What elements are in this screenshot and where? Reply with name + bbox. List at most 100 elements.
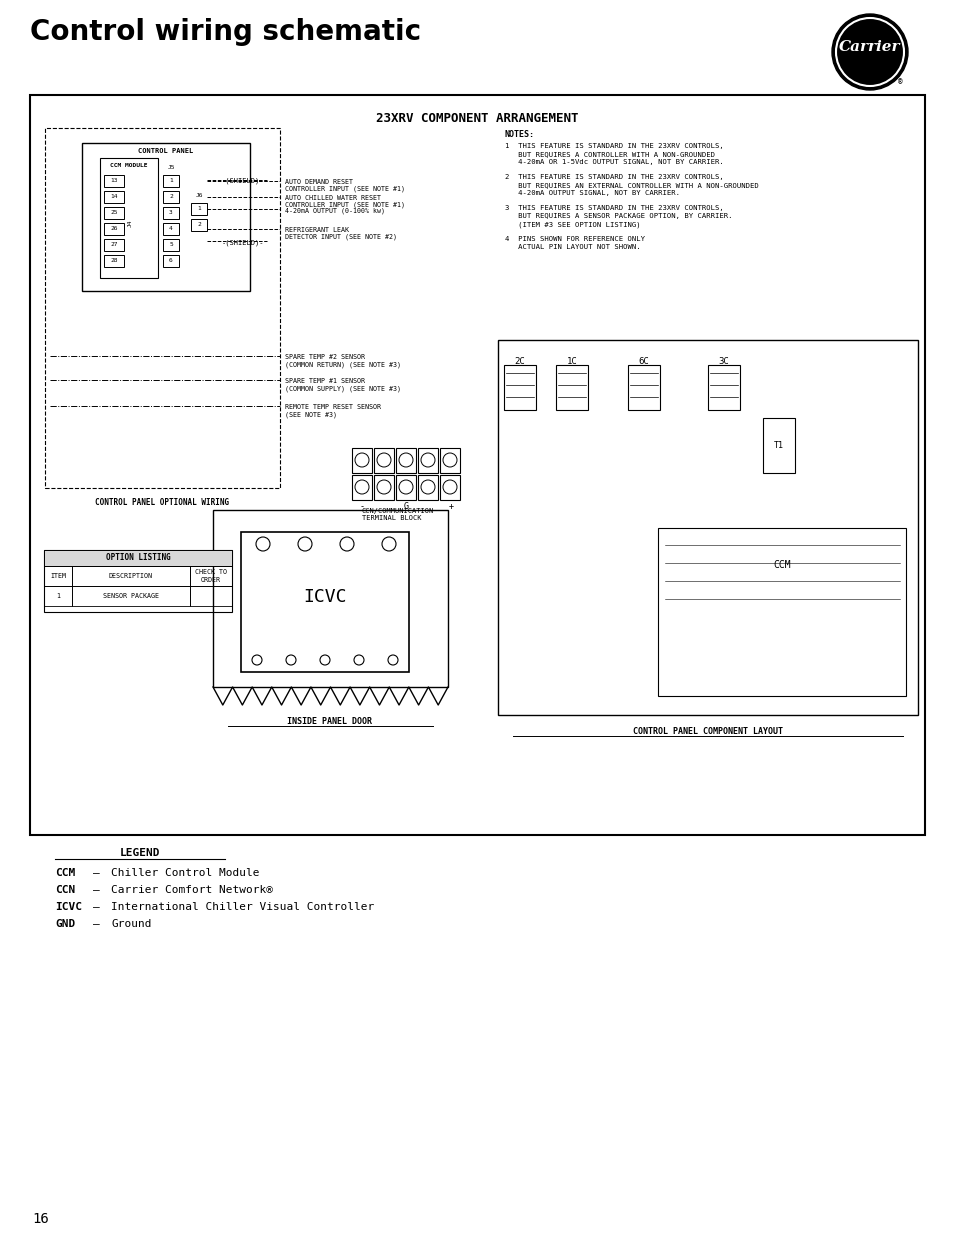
Bar xyxy=(352,448,372,473)
Bar xyxy=(241,532,409,672)
Bar xyxy=(71,585,190,606)
Bar xyxy=(374,448,394,473)
Text: —: — xyxy=(92,902,100,911)
Text: 3: 3 xyxy=(169,210,172,215)
Bar xyxy=(352,475,372,500)
Bar xyxy=(190,585,232,606)
Text: ITEM: ITEM xyxy=(50,573,66,579)
Bar xyxy=(439,448,459,473)
Text: 28: 28 xyxy=(111,258,117,263)
Bar xyxy=(213,510,448,687)
Text: Carrier: Carrier xyxy=(839,40,900,54)
Bar xyxy=(163,240,179,251)
Text: +: + xyxy=(448,501,453,511)
Bar xyxy=(44,550,232,566)
Bar xyxy=(44,585,71,606)
Text: DESCRIPTION: DESCRIPTION xyxy=(109,573,152,579)
Bar xyxy=(163,175,179,186)
Circle shape xyxy=(252,655,262,664)
Text: LEGEND: LEGEND xyxy=(120,848,160,858)
Text: CCM: CCM xyxy=(772,559,790,571)
Circle shape xyxy=(255,537,270,551)
Bar xyxy=(374,475,394,500)
Text: T1: T1 xyxy=(773,441,783,451)
Text: 23XRV COMPONENT ARRANGEMENT: 23XRV COMPONENT ARRANGEMENT xyxy=(375,112,578,125)
Text: CONTROL PANEL COMPONENT LAYOUT: CONTROL PANEL COMPONENT LAYOUT xyxy=(633,727,782,736)
Text: ICVC: ICVC xyxy=(55,902,82,911)
Bar xyxy=(163,191,179,203)
Bar xyxy=(104,254,124,267)
Text: CCN: CCN xyxy=(55,885,75,895)
Text: ®: ® xyxy=(897,78,902,86)
Text: CCN/COMMUNICATION
TERMINAL BLOCK: CCN/COMMUNICATION TERMINAL BLOCK xyxy=(361,508,434,521)
Text: 5: 5 xyxy=(169,242,172,247)
Circle shape xyxy=(831,14,907,90)
Bar xyxy=(104,175,124,186)
Text: -(SHIELD)-: -(SHIELD)- xyxy=(222,178,264,184)
Text: -: - xyxy=(359,501,364,511)
Text: CONTROL PANEL OPTIONAL WIRING: CONTROL PANEL OPTIONAL WIRING xyxy=(95,498,229,508)
Text: 4  PINS SHOWN FOR REFERENCE ONLY
   ACTUAL PIN LAYOUT NOT SHOWN.: 4 PINS SHOWN FOR REFERENCE ONLY ACTUAL P… xyxy=(504,236,644,249)
Bar xyxy=(707,366,740,410)
Text: 1  THIS FEATURE IS STANDARD IN THE 23XRV CONTROLS,
   BUT REQUIRES A CONTROLLER : 1 THIS FEATURE IS STANDARD IN THE 23XRV … xyxy=(504,143,723,165)
Circle shape xyxy=(420,480,435,494)
Text: CCM: CCM xyxy=(55,868,75,878)
Text: AUTO DEMAND RESET
CONTROLLER INPUT (SEE NOTE #1): AUTO DEMAND RESET CONTROLLER INPUT (SEE … xyxy=(285,179,405,193)
Text: INSIDE PANEL DOOR: INSIDE PANEL DOOR xyxy=(287,718,372,726)
Circle shape xyxy=(376,453,391,467)
Bar xyxy=(163,254,179,267)
Bar xyxy=(45,128,280,488)
Bar xyxy=(395,475,416,500)
Bar xyxy=(104,224,124,235)
Bar xyxy=(503,366,536,410)
Text: —: — xyxy=(92,885,100,895)
Text: 2C: 2C xyxy=(514,357,525,366)
Bar xyxy=(104,207,124,219)
Bar xyxy=(82,143,250,291)
Circle shape xyxy=(442,453,456,467)
Bar xyxy=(44,566,71,585)
Text: 1C: 1C xyxy=(566,357,577,366)
Bar xyxy=(658,529,905,697)
Circle shape xyxy=(339,537,354,551)
Text: 1: 1 xyxy=(56,593,60,599)
Text: CHECK TO
ORDER: CHECK TO ORDER xyxy=(194,569,227,583)
Text: 1: 1 xyxy=(169,179,172,184)
Circle shape xyxy=(297,537,312,551)
Circle shape xyxy=(398,453,413,467)
Text: Ground: Ground xyxy=(111,919,152,929)
Text: ICVC: ICVC xyxy=(303,588,346,606)
Bar xyxy=(191,203,207,215)
Text: 6: 6 xyxy=(169,258,172,263)
Bar xyxy=(417,448,437,473)
Circle shape xyxy=(354,655,364,664)
Text: REFRIGERANT LEAK
DETECTOR INPUT (SEE NOTE #2): REFRIGERANT LEAK DETECTOR INPUT (SEE NOT… xyxy=(285,227,396,241)
Circle shape xyxy=(442,480,456,494)
Text: SPARE TEMP #2 SENSOR
(COMMON RETURN) (SEE NOTE #3): SPARE TEMP #2 SENSOR (COMMON RETURN) (SE… xyxy=(285,354,400,368)
Text: GND: GND xyxy=(55,919,75,929)
Text: —: — xyxy=(92,868,100,878)
Circle shape xyxy=(355,453,369,467)
Text: 6C: 6C xyxy=(638,357,649,366)
Bar xyxy=(395,448,416,473)
Text: OPTION LISTING: OPTION LISTING xyxy=(106,553,171,562)
Bar xyxy=(627,366,659,410)
Circle shape xyxy=(398,480,413,494)
Bar xyxy=(71,566,190,585)
Circle shape xyxy=(381,537,395,551)
Text: 14: 14 xyxy=(111,194,117,200)
Text: NOTES:: NOTES: xyxy=(504,130,535,140)
Circle shape xyxy=(319,655,330,664)
Bar xyxy=(104,240,124,251)
Text: G: G xyxy=(403,501,408,511)
Bar xyxy=(762,417,794,473)
Text: J4: J4 xyxy=(128,220,132,227)
Text: 13: 13 xyxy=(111,179,117,184)
Text: REMOTE TEMP RESET SENSOR
(SEE NOTE #3): REMOTE TEMP RESET SENSOR (SEE NOTE #3) xyxy=(285,404,380,417)
Circle shape xyxy=(388,655,397,664)
Text: SENSOR PACKAGE: SENSOR PACKAGE xyxy=(103,593,159,599)
Text: CONTROL PANEL: CONTROL PANEL xyxy=(138,148,193,154)
Bar xyxy=(30,95,924,835)
Text: 2: 2 xyxy=(169,194,172,200)
Bar xyxy=(104,191,124,203)
